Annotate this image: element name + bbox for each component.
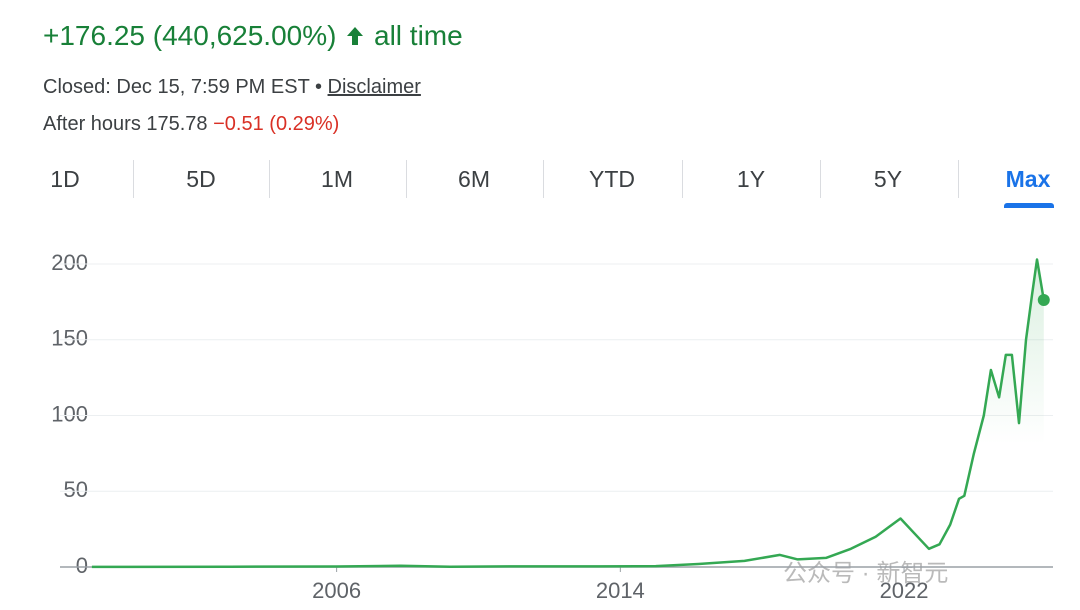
tab-underline [1004,203,1054,208]
tab[interactable]: 1Y [736,166,766,192]
after-hours: After hours 175.78 [43,113,208,135]
tab[interactable]: 6M [458,166,490,192]
after-hours-line: After hours 175.78 −0.51 (0.29%) [43,113,339,136]
area [91,259,1044,567]
line [91,258,1046,569]
tab-separator [958,160,959,198]
tab-separator [269,160,270,198]
tab[interactable]: 1M [321,166,353,192]
tab-separator [681,160,683,198]
y-tick-label: 150 [51,326,88,351]
disclaimer[interactable]: Disclaimer [327,76,421,98]
up-arrow [347,27,364,45]
closed-line: Closed: Dec 15, 7:59 PM EST • Disclaimer [43,76,421,99]
y-tick-label: 50 [64,477,88,502]
tab-separator [819,160,821,198]
tab-separator [405,160,407,198]
tab[interactable]: YTD [589,166,635,192]
y-tick-label: 200 [51,250,88,275]
last-point [1037,293,1050,306]
tab[interactable]: 1D [50,166,80,192]
y-tick-label: 0 [76,553,88,578]
tab-separator [543,160,544,198]
tab[interactable]: Max [1005,166,1051,192]
after-change: −0.51 (0.29%) [213,113,340,135]
tab[interactable]: 5Y [873,166,903,192]
y-tick-label: 100 [51,401,88,426]
x-tick-label: 2014 [596,578,645,603]
change: +176.25 (440,625.00%) [43,20,337,51]
tab[interactable]: 5D [186,166,216,192]
closed: Closed: Dec 15, 7:59 PM EST • [43,76,322,98]
period: all time [374,20,463,51]
change-line: +176.25 (440,625.00%) all time [43,20,463,52]
x-tick-label: 2006 [312,578,361,603]
watermark: 公众号 · 新智元 [783,560,949,587]
tab-separator [133,160,134,198]
